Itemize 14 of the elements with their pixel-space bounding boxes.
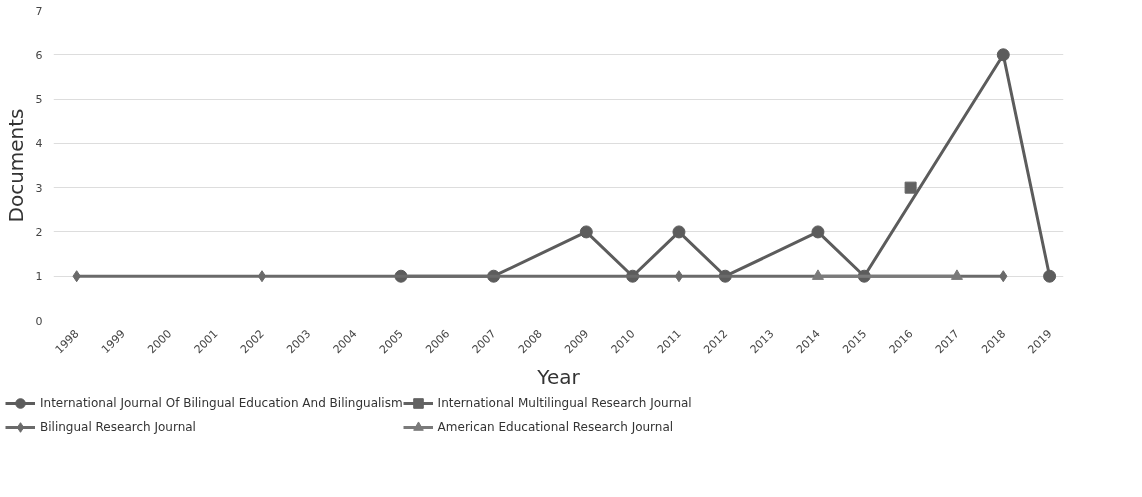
y-tick-label: 4 (35, 137, 43, 151)
y-tick-label: 6 (35, 48, 43, 62)
y-tick-label: 1 (35, 270, 43, 284)
y-tick-label: 5 (35, 93, 43, 107)
y-axis-title: Documents (3, 108, 28, 223)
y-tick-label: 7 (35, 4, 43, 18)
legend-label: American Educational Research Journal (437, 419, 674, 436)
x-axis-title: Year (536, 364, 581, 389)
legend-label: International Journal Of Bilingual Education And Bilingualism (40, 395, 403, 412)
y-tick-label: 3 (35, 181, 43, 195)
legend-label: International Multilingual Research Journal (437, 395, 692, 412)
y-tick-label: 0 (35, 314, 43, 328)
y-tick-label: 2 (35, 225, 43, 239)
legend-label: Bilingual Research Journal (40, 419, 196, 436)
